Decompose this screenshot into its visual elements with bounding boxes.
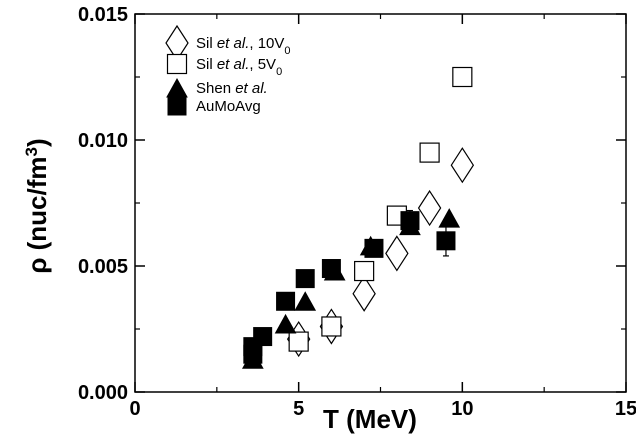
data-point	[276, 291, 296, 311]
legend-label: Sil et al., 10V0	[196, 35, 291, 57]
x-tick-label: 5	[293, 398, 304, 420]
legend-item: Shen et al.	[166, 77, 268, 98]
series-square-open	[288, 66, 473, 352]
y-tick-label: 0.000	[78, 382, 128, 404]
x-tick-label: 15	[615, 398, 636, 420]
series-square-filled	[243, 209, 456, 364]
x-axis-title: T (MeV)	[323, 404, 417, 434]
data-point	[385, 235, 409, 272]
data-point	[352, 275, 376, 312]
data-point	[438, 208, 461, 228]
legend-item: AuMoAvg	[167, 96, 261, 116]
data-point	[274, 313, 297, 334]
series-triangle-filled	[241, 208, 461, 369]
legend-item: Sil et al., 10V0	[165, 24, 291, 62]
data-point	[452, 66, 473, 88]
y-axis-title-prefix: ρ (nuc/fm	[22, 156, 52, 273]
data-point	[354, 260, 375, 282]
y-axis-title-suffix: )	[22, 138, 52, 147]
y-tick-label: 0.005	[78, 256, 128, 278]
legend-item: Sil et al., 5V0	[166, 53, 282, 78]
y-tick-label: 0.010	[78, 130, 128, 152]
data-point	[294, 291, 317, 311]
legend-marker	[167, 96, 187, 116]
y-tick-label: 0.015	[78, 4, 128, 26]
data-point	[400, 211, 420, 231]
data-point	[364, 238, 384, 258]
y-axis-title: ρ (nuc/fm3)	[22, 138, 53, 273]
data-point	[288, 331, 309, 352]
data-point	[450, 147, 475, 184]
legend-marker	[166, 53, 188, 75]
legend-label: Shen et al.	[196, 80, 268, 97]
x-tick-label: 10	[451, 398, 473, 420]
data-point	[436, 231, 456, 251]
y-axis-title-superscript: 3	[22, 147, 41, 156]
data-point	[253, 327, 273, 347]
data-point	[295, 269, 315, 289]
legend-marker	[166, 77, 188, 98]
data-point	[417, 189, 442, 227]
legend-label: AuMoAvg	[196, 98, 261, 115]
data-point	[321, 316, 342, 337]
data-point	[419, 142, 440, 163]
data-point	[321, 259, 341, 279]
legend-label: Sil et al., 5V0	[196, 56, 282, 78]
x-tick-label: 0	[129, 398, 140, 420]
